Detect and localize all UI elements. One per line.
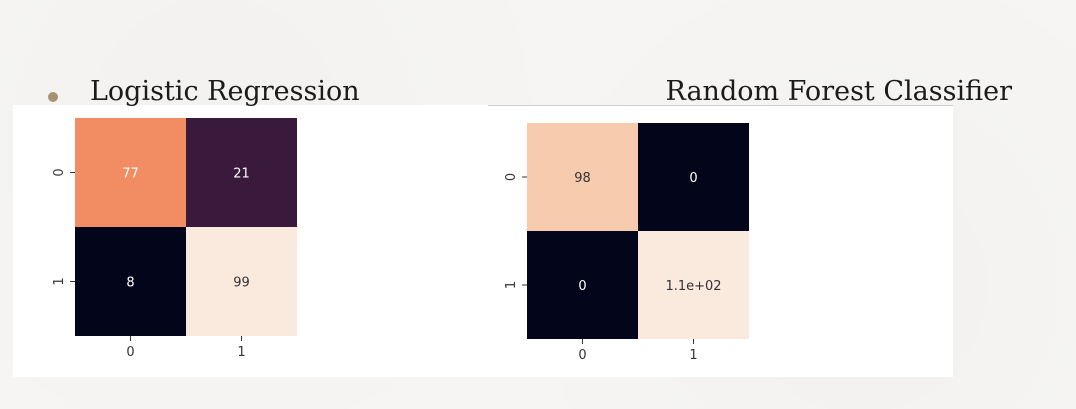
y-tick-label: 1 (504, 281, 519, 289)
cell-value-label: 0 (578, 279, 586, 294)
y-tick-label: 1 (52, 277, 67, 285)
bullet-icon (48, 92, 58, 102)
heatmap-cell-1-1 (638, 231, 749, 339)
heatmap-cell-0-1 (186, 118, 297, 227)
heatmap-cell-1-0 (75, 227, 186, 336)
y-tick-label: 0 (52, 168, 67, 176)
cell-value-label: 1.1e+02 (665, 279, 721, 294)
heatmap-cell-0-1 (638, 123, 749, 231)
y-tick-label: 0 (504, 173, 519, 181)
cell-value-label: 77 (122, 167, 139, 182)
heading-random-forest: Random Forest Classifier (665, 76, 1012, 107)
heatmap-random-forest: 98 0 0 1.1e+02 0 1 0 1 (504, 123, 749, 363)
cell-value-label: 99 (233, 276, 250, 291)
heading-logistic-regression: Logistic Regression (90, 76, 360, 107)
x-tick-label: 1 (689, 348, 697, 363)
heatmap-logistic-regression: 77 21 8 99 0 1 0 1 (52, 118, 297, 360)
cell-value-label: 8 (126, 276, 134, 291)
heatmap-cell-0-0 (527, 123, 638, 231)
cell-value-label: 98 (574, 171, 591, 186)
cell-value-label: 0 (689, 171, 697, 186)
divider-line (488, 105, 953, 106)
x-tick-label: 1 (237, 345, 245, 360)
heatmap-cell-1-1 (186, 227, 297, 336)
cell-value-label: 21 (233, 167, 250, 182)
heatmap-cell-1-0 (527, 231, 638, 339)
x-tick-label: 0 (578, 348, 586, 363)
x-tick-label: 0 (126, 345, 134, 360)
heatmap-cell-0-0 (75, 118, 186, 227)
